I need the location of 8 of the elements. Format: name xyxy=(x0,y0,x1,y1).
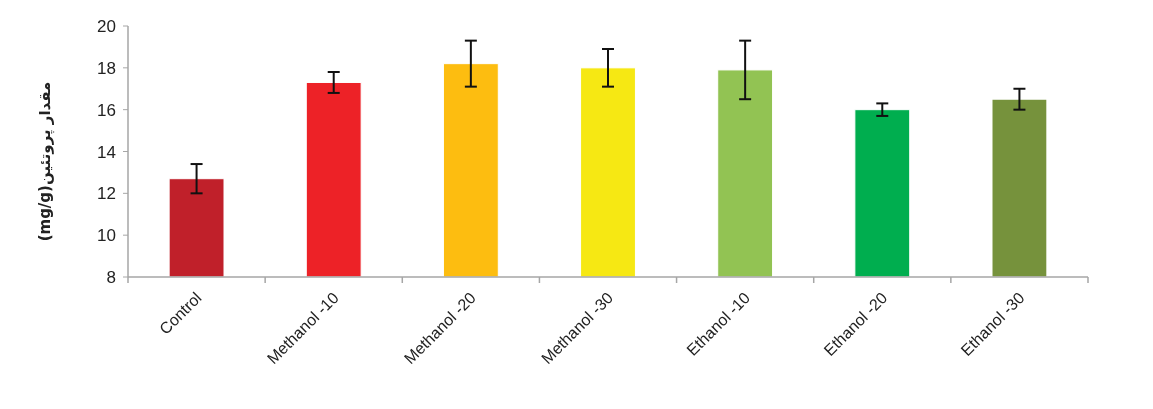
y-tick-label: 20 xyxy=(97,17,116,36)
y-tick-label: 18 xyxy=(97,58,116,78)
y-tick-label: 10 xyxy=(97,226,116,246)
y-axis-title: مقدار پروتئین(mg/g) xyxy=(36,81,55,242)
y-tick-label: 8 xyxy=(106,268,116,287)
y-tick-label: 16 xyxy=(97,100,116,120)
y-tick-label: 14 xyxy=(97,142,116,162)
y-tick-label: 12 xyxy=(97,184,116,204)
